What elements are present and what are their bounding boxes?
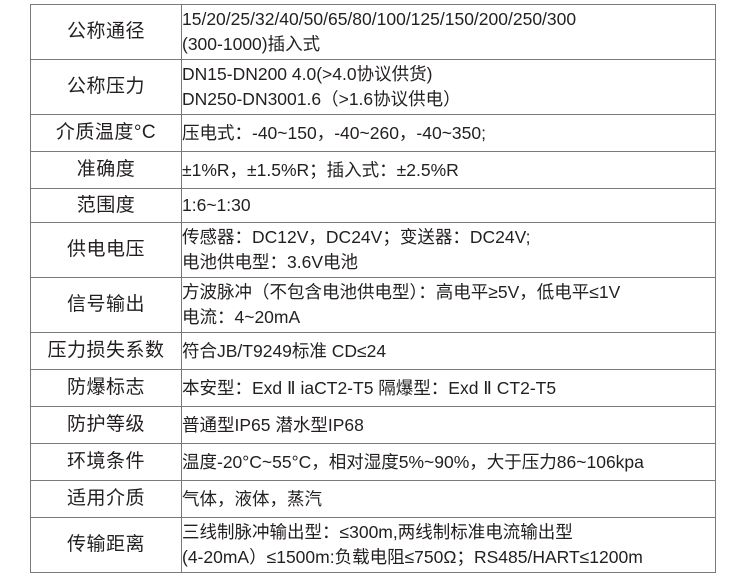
table-row: 介质温度°C 压电式：-40~150，-40~260，-40~350;: [30, 114, 716, 152]
spec-value-line: 三线制脉冲输出型：≤300m,两线制标准电流输出型: [182, 522, 573, 543]
spec-value-cell: 温度-20°C~55°C，相对湿度5%~90%，大于压力86~106kpa: [181, 443, 716, 481]
table-row: 范围度 1:6~1:30: [30, 188, 716, 223]
specification-table-body: 公称通径 15/20/25/32/40/50/65/80/100/125/150/…: [30, 4, 716, 573]
spec-label-cell: 环境条件: [30, 443, 182, 481]
spec-label-cell: 适用介质: [30, 480, 182, 518]
spec-value-cell: 15/20/25/32/40/50/65/80/100/125/150/200/…: [181, 4, 716, 60]
spec-value-cell: 气体，液体，蒸汽: [181, 480, 716, 518]
spec-value-line: (4-20mA）≤1500m:负载电阻≤750Ω；RS485/HART≤1200…: [182, 547, 643, 567]
spec-value-cell: 普通型IP65 潜水型IP68: [181, 406, 716, 444]
spec-value-cell: 本安型：Exd Ⅱ iaCT2-T5 隔爆型：Exd Ⅱ CT2-T5: [181, 369, 716, 407]
spec-value-line: 压电式：-40~150，-40~260，-40~350;: [182, 122, 486, 143]
spec-value-cell: 方波脉冲（不包含电池供电型）：高电平≥5V，低电平≤1V 电流：4~20mA: [181, 277, 716, 333]
spec-label-cell: 传输距离: [30, 517, 182, 573]
table-row: 准确度 ±1%R，±1.5%R；插入式：±2.5%R: [30, 151, 716, 189]
spec-value-line: 传感器：DC12V，DC24V；变送器：DC24V;: [182, 227, 531, 248]
table-row: 传输距离 三线制脉冲输出型：≤300m,两线制标准电流输出型 (4-20mA）≤15…: [30, 517, 716, 573]
spec-value-line: 1:6~1:30: [182, 195, 251, 216]
spec-label-cell: 信号输出: [30, 277, 182, 333]
spec-label-cell: 供电电压: [30, 222, 182, 278]
spec-value-cell: DN15-DN200 4.0(>4.0协议供货) DN250-DN3001.6（>…: [181, 59, 716, 115]
spec-value-cell: 三线制脉冲输出型：≤300m,两线制标准电流输出型 (4-20mA）≤1500m:…: [181, 517, 716, 573]
spec-label-cell: 防护等级: [30, 406, 182, 444]
spec-value-line: 15/20/25/32/40/50/65/80/100/125/150/200/…: [182, 9, 577, 30]
spec-value-line: 电池供电型：3.6V电池: [182, 252, 358, 272]
spec-value-line: DN250-DN3001.6（>1.6协议供电）: [182, 89, 461, 109]
table-row: 公称压力 DN15-DN200 4.0(>4.0协议供货) DN250-DN3001…: [30, 59, 716, 115]
spec-value-line: 普通型IP65 潜水型IP68: [182, 414, 364, 435]
spec-label-cell: 防爆标志: [30, 369, 182, 407]
table-row: 防护等级 普通型IP65 潜水型IP68: [30, 406, 716, 444]
spec-label-cell: 范围度: [30, 188, 182, 223]
specification-table: 公称通径 15/20/25/32/40/50/65/80/100/125/150/…: [30, 4, 716, 573]
table-row: 防爆标志 本安型：Exd Ⅱ iaCT2-T5 隔爆型：Exd Ⅱ CT2-T5: [30, 369, 716, 407]
spec-value-line: 温度-20°C~55°C，相对湿度5%~90%，大于压力86~106kpa: [182, 451, 644, 472]
spec-value-cell: 1:6~1:30: [181, 188, 716, 223]
table-row: 信号输出 方波脉冲（不包含电池供电型）：高电平≥5V，低电平≤1V 电流：4~20m…: [30, 277, 716, 333]
spec-value-line: DN15-DN200 4.0(>4.0协议供货): [182, 64, 433, 85]
spec-value-line: 符合JB/T9249标准 CD≤24: [182, 340, 387, 361]
spec-value-line: 本安型：Exd Ⅱ iaCT2-T5 隔爆型：Exd Ⅱ CT2-T5: [182, 377, 557, 398]
spec-value-line: 电流：4~20mA: [182, 307, 301, 327]
spec-value-cell: 压电式：-40~150，-40~260，-40~350;: [181, 114, 716, 152]
table-row: 供电电压 传感器：DC12V，DC24V；变送器：DC24V; 电池供电型：3.6V…: [30, 222, 716, 278]
spec-label-cell: 介质温度°C: [30, 114, 182, 152]
spec-value-cell: ±1%R，±1.5%R；插入式：±2.5%R: [181, 151, 716, 189]
spec-value-line: 方波脉冲（不包含电池供电型）：高电平≥5V，低电平≤1V: [182, 282, 621, 303]
table-row: 环境条件 温度-20°C~55°C，相对湿度5%~90%，大于压力86~106kp…: [30, 443, 716, 481]
spec-label-cell: 公称通径: [30, 4, 182, 60]
table-row: 压力损失系数 符合JB/T9249标准 CD≤24: [30, 332, 716, 370]
spec-value-line: 气体，液体，蒸汽: [182, 488, 322, 509]
table-row: 公称通径 15/20/25/32/40/50/65/80/100/125/150/…: [30, 4, 716, 60]
spec-label-cell: 准确度: [30, 151, 182, 189]
table-row: 适用介质 气体，液体，蒸汽: [30, 480, 716, 518]
spec-value-cell: 传感器：DC12V，DC24V；变送器：DC24V; 电池供电型：3.6V电池: [181, 222, 716, 278]
spec-label-cell: 压力损失系数: [30, 332, 182, 370]
spec-label-cell: 公称压力: [30, 59, 182, 115]
spec-value-cell: 符合JB/T9249标准 CD≤24: [181, 332, 716, 370]
spec-value-line: (300-1000)插入式: [182, 34, 321, 54]
spec-value-line: ±1%R，±1.5%R；插入式：±2.5%R: [182, 159, 459, 180]
